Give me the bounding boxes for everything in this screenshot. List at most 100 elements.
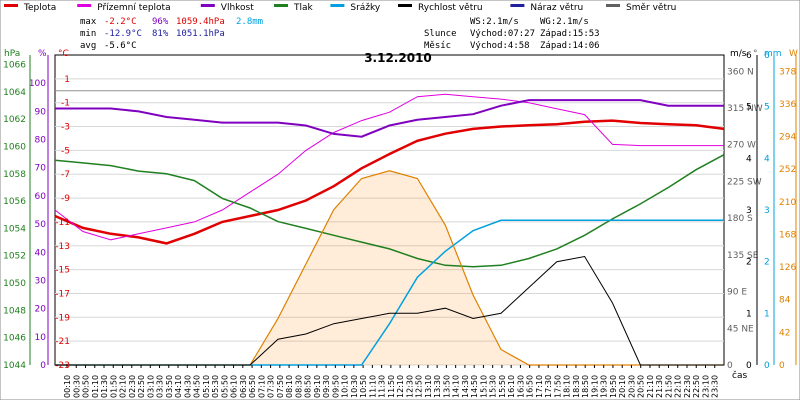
x-tick-label: 19:30 bbox=[600, 375, 609, 398]
x-tick-label: 21:30 bbox=[655, 375, 664, 398]
x-tick-label: 15:50 bbox=[498, 375, 507, 398]
x-tick-label: 01:10 bbox=[91, 375, 100, 398]
series-rychlost-v-tru bbox=[55, 255, 724, 366]
y-tick-w: 378 bbox=[779, 67, 796, 77]
x-tick-label: 09:50 bbox=[331, 375, 340, 398]
y-tick-ms: 1 bbox=[746, 309, 752, 319]
legend-swatch bbox=[398, 4, 412, 7]
stat-avg-temp: -5.6°C bbox=[104, 41, 137, 51]
x-tick-label: 06:50 bbox=[248, 375, 257, 398]
y-tick-pct: 70 bbox=[35, 164, 47, 174]
x-tick-label: 00:10 bbox=[63, 375, 72, 398]
y-tick-degc: -19 bbox=[55, 313, 70, 323]
legend-label: Srážky bbox=[350, 3, 381, 13]
x-tick-label: 01:30 bbox=[100, 375, 109, 398]
x-tick-label: 09:30 bbox=[322, 375, 331, 398]
stats-block: max -2.2°C 96% 1059.4hPa 2.8mm min -12.9… bbox=[80, 17, 600, 51]
y-tick-w: 252 bbox=[779, 165, 796, 175]
series-p-zemn-teplota bbox=[54, 93, 724, 241]
y-tick-pct: 60 bbox=[35, 192, 47, 202]
axis-unit-ms: m/s bbox=[730, 49, 747, 59]
y-tick-mm: 1 bbox=[764, 309, 770, 319]
stat-max-temp: -2.2°C bbox=[104, 17, 137, 27]
x-tick-label: 09:10 bbox=[313, 375, 322, 398]
y-tick-dir: 90 E bbox=[727, 288, 747, 298]
x-tick-label: 19:50 bbox=[609, 375, 618, 398]
x-tick-label: 10:50 bbox=[359, 375, 368, 398]
legend-label: Teplota bbox=[23, 3, 56, 13]
legend-label: Tlak bbox=[293, 3, 314, 13]
x-tick-label: 12:10 bbox=[396, 375, 405, 398]
y-tick-degc: -3 bbox=[61, 123, 70, 133]
y-tick-mm: 4 bbox=[764, 154, 770, 164]
x-tick-label: 05:10 bbox=[202, 375, 211, 398]
y-tick-degc: 1 bbox=[64, 75, 70, 85]
legend-label: Směr větru bbox=[626, 3, 676, 13]
legend-label: Vlhkost bbox=[221, 3, 254, 13]
y-tick-hpa: 1058 bbox=[3, 170, 26, 180]
stat-moon-set: Západ:14:06 bbox=[540, 41, 600, 51]
x-tick-label: 00:50 bbox=[82, 375, 91, 398]
x-tick-label: 17:50 bbox=[553, 375, 562, 398]
stat-moon-label: Měsíc bbox=[424, 41, 451, 51]
y-tick-mm: 3 bbox=[764, 206, 770, 216]
x-tick-label: 18:10 bbox=[563, 375, 572, 398]
grid bbox=[55, 78, 724, 366]
x-tick-label: 05:50 bbox=[220, 375, 229, 398]
x-tick-label: 23:30 bbox=[711, 375, 720, 398]
y-tick-dir: 225 SW bbox=[727, 177, 762, 187]
x-tick-label: 07:50 bbox=[276, 375, 285, 398]
series-teplota bbox=[54, 119, 725, 245]
x-tick-label: 13:50 bbox=[442, 375, 451, 398]
axis-unit-pct: % bbox=[38, 49, 47, 59]
y-tick-w: 210 bbox=[779, 198, 796, 208]
y-tick-w: 42 bbox=[779, 328, 790, 338]
axis-unit-deg: ° bbox=[753, 49, 758, 59]
axis-unit-degc: °C bbox=[58, 49, 69, 59]
y-tick-hpa: 1056 bbox=[3, 197, 26, 207]
y-tick-hpa: 1044 bbox=[3, 361, 26, 371]
axis-unit-w: W bbox=[789, 49, 798, 59]
stat-min-label: min bbox=[80, 29, 96, 39]
y-tick-dir: 0 bbox=[727, 361, 733, 371]
x-tick-label: 11:10 bbox=[368, 375, 377, 398]
y-tick-mm: 6 bbox=[764, 51, 770, 61]
y-tick-pct: 40 bbox=[35, 248, 47, 258]
x-tick-label: 23:10 bbox=[701, 375, 710, 398]
y-tick-hpa: 1050 bbox=[3, 279, 26, 289]
y-tick-mm: 2 bbox=[764, 258, 770, 268]
x-tick-label: 07:30 bbox=[267, 375, 276, 398]
x-tick-label: 17:10 bbox=[535, 375, 544, 398]
stat-avg-label: avg bbox=[80, 41, 96, 51]
axis-unit-cas: čas bbox=[732, 370, 747, 381]
y-tick-w: 126 bbox=[779, 263, 796, 273]
stat-max-press: 1059.4hPa bbox=[176, 17, 225, 27]
x-tick-label: 11:50 bbox=[387, 375, 396, 398]
stat-min-temp: -12.9°C bbox=[104, 29, 142, 39]
stat-moon-rise: Východ:4:58 bbox=[470, 41, 530, 51]
y-tick-dir: 135 SE bbox=[727, 251, 759, 261]
stat-min-hum: 81% bbox=[152, 29, 169, 39]
y-tick-ms: 3 bbox=[746, 206, 752, 216]
x-tick-label: 15:30 bbox=[489, 375, 498, 398]
legend-swatch bbox=[330, 4, 345, 7]
y-tick-w: 0 bbox=[779, 361, 785, 371]
x-tick-label: 20:30 bbox=[627, 375, 636, 398]
y-tick-hpa: 1046 bbox=[3, 334, 26, 344]
x-tick-label: 04:30 bbox=[183, 375, 192, 398]
y-tick-w: 84 bbox=[779, 296, 791, 306]
y-tick-degc: -1 bbox=[61, 99, 70, 109]
x-tick-label: 16:50 bbox=[526, 375, 535, 398]
y-tick-ms: 2 bbox=[746, 258, 752, 268]
y-tick-pct: 0 bbox=[40, 361, 46, 371]
series-slune-n-svit-area bbox=[55, 170, 724, 365]
fills bbox=[55, 170, 724, 365]
x-tick-label: 06:30 bbox=[239, 375, 248, 398]
x-tick-label: 18:30 bbox=[572, 375, 581, 398]
x-tick-label: 15:10 bbox=[479, 375, 488, 398]
x-tick-label: 14:30 bbox=[461, 375, 470, 398]
y-tick-pct: 20 bbox=[35, 305, 47, 315]
y-tick-ms: 0 bbox=[746, 361, 752, 371]
legend-swatch bbox=[606, 4, 620, 7]
y-tick-mm: 5 bbox=[764, 103, 770, 113]
